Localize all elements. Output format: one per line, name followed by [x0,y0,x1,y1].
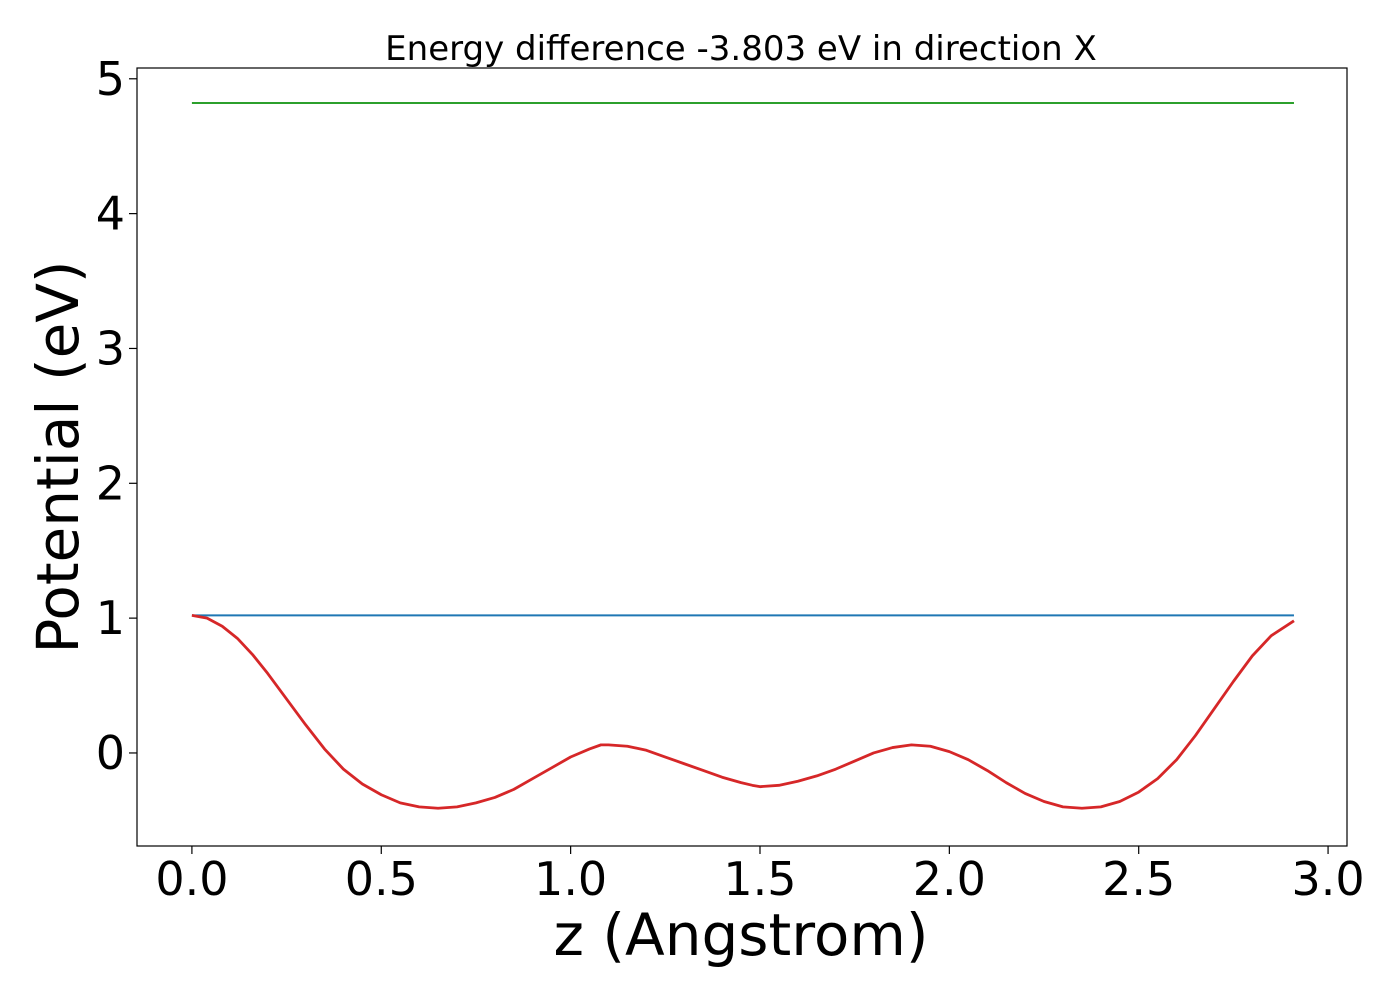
x-tick-label: 1.0 [534,852,607,906]
y-tick-label: 0 [96,726,125,780]
x-tick-label: 1.5 [723,852,796,906]
y-axis: 0 1 2 3 4 5 [96,52,137,780]
series-line-3 [191,614,1295,810]
x-axis: 0.0 0.5 1.0 1.5 2.0 2.5 3.0 [155,846,1365,906]
y-tick-label: 5 [96,52,125,106]
y-axis-label: Potential (eV) [24,260,92,653]
plot-frame [136,67,1348,847]
x-tick-label: 3.0 [1291,852,1364,906]
x-tick-label: 2.0 [913,852,986,906]
x-axis-label: z (Angstrom) [554,901,929,969]
x-tick-label: 0.5 [345,852,418,906]
y-tick-label: 1 [96,591,125,645]
y-tick-label: 2 [96,456,125,510]
y-tick-label: 3 [96,321,125,375]
y-tick-label: 4 [96,187,125,241]
x-tick-label: 0.0 [155,852,228,906]
x-tick-label: 2.5 [1102,852,1175,906]
chart-title: Energy difference -3.803 eV in direction… [385,29,1097,69]
series-layer [191,102,1295,810]
